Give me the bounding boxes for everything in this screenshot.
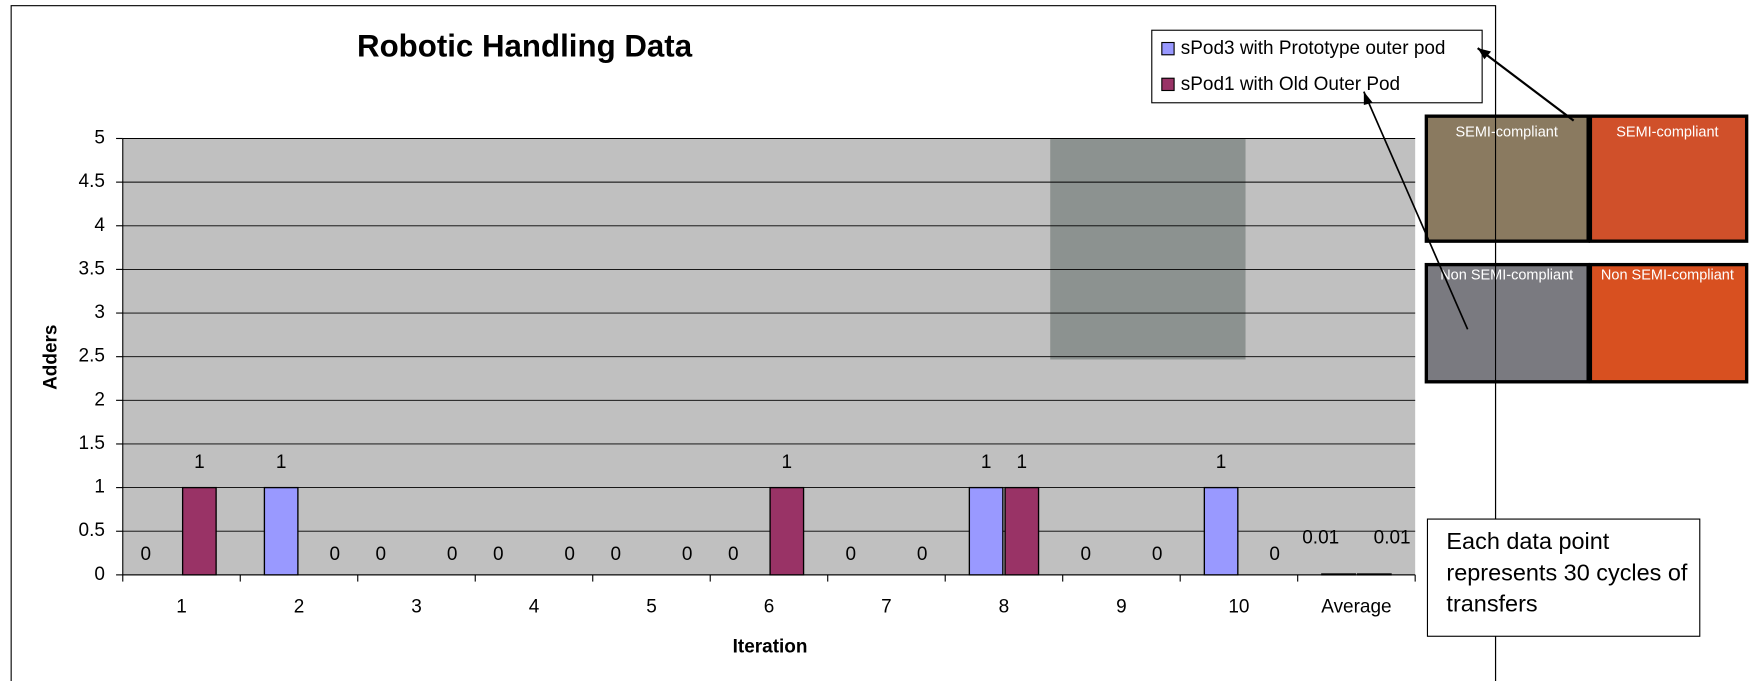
bar xyxy=(264,488,297,575)
legend-label: sPod3 with Prototype outer pod xyxy=(1181,38,1446,59)
data-label: 0.01 xyxy=(1302,527,1339,548)
x-tick-label: 1 xyxy=(176,596,187,617)
chart: Robotic Handling Data Iteration Adders s… xyxy=(0,0,1750,681)
data-label: 0 xyxy=(493,544,504,565)
bar xyxy=(1358,574,1391,575)
annotation: Each data point represents 30 cycles of … xyxy=(1440,527,1691,621)
data-label: 0 xyxy=(845,544,856,565)
photo xyxy=(1050,138,1245,359)
y-tick-label: 0 xyxy=(94,564,105,585)
legend-label: sPod1 with Old Outer Pod xyxy=(1181,74,1400,95)
y-tick-label: 4 xyxy=(94,215,105,236)
x-tick-label: 10 xyxy=(1228,596,1249,617)
y-tick-label: 5 xyxy=(94,128,105,149)
bar xyxy=(969,488,1002,575)
data-label: 1 xyxy=(194,452,205,473)
data-label: 1 xyxy=(782,452,793,473)
y-tick-label: 0.5 xyxy=(79,520,105,541)
bar xyxy=(1322,574,1355,575)
x-tick-label: Average xyxy=(1321,596,1391,617)
data-label: 0 xyxy=(141,544,152,565)
legend: sPod3 with Prototype outer pod sPod1 with… xyxy=(1152,30,1482,103)
data-label: 0 xyxy=(1152,544,1163,565)
x-tick-label: 4 xyxy=(529,596,540,617)
photo-label: SEMI-compliant xyxy=(1616,125,1718,141)
y-tick-label: 4.5 xyxy=(79,171,105,192)
legend-swatch xyxy=(1162,43,1174,55)
data-label: 0 xyxy=(610,544,621,565)
chart-title: Robotic Handling Data xyxy=(357,28,693,63)
data-label: 1 xyxy=(276,452,287,473)
data-label: 1 xyxy=(981,452,992,473)
x-tick-label: 3 xyxy=(411,596,422,617)
bar xyxy=(1204,488,1237,575)
data-label: 0 xyxy=(564,544,575,565)
x-tick-label: 9 xyxy=(1116,596,1127,617)
data-label: 0 xyxy=(447,544,458,565)
photo-label: Non SEMI-compliant xyxy=(1601,268,1734,284)
data-label: 0 xyxy=(728,544,739,565)
y-axis-label: Adders xyxy=(40,325,61,390)
y-tick-label: 1 xyxy=(94,477,105,498)
data-label: 0 xyxy=(376,544,387,565)
data-label: 0 xyxy=(1269,544,1280,565)
bar xyxy=(183,488,216,575)
y-tick-label: 3 xyxy=(94,302,105,323)
x-tick-label: 6 xyxy=(764,596,775,617)
data-label: 0 xyxy=(1080,544,1091,565)
y-tick-label: 3.5 xyxy=(79,258,105,279)
data-label: 0 xyxy=(329,544,340,565)
annotation-wrap: Each data point represents 30 cycles of … xyxy=(1440,527,1691,633)
data-label: 0 xyxy=(917,544,928,565)
x-tick-label: 8 xyxy=(999,596,1010,617)
y-tick-label: 2 xyxy=(94,389,105,410)
y-tick-label: 2.5 xyxy=(79,346,105,367)
y-tick-label: 1.5 xyxy=(79,433,105,454)
x-tick-label: 7 xyxy=(881,596,892,617)
bar xyxy=(1005,488,1038,575)
data-label: 1 xyxy=(1017,452,1028,473)
data-label: 0.01 xyxy=(1374,527,1411,548)
photo-label: SEMI-compliant xyxy=(1456,125,1558,141)
bar xyxy=(770,488,803,575)
x-tick-label: 2 xyxy=(294,596,305,617)
x-tick-label: 5 xyxy=(646,596,657,617)
data-label: 0 xyxy=(682,544,693,565)
photo-label: Non SEMI-compliant xyxy=(1440,268,1573,284)
legend-swatch xyxy=(1162,78,1174,90)
data-label: 1 xyxy=(1216,452,1227,473)
x-axis-label: Iteration xyxy=(733,636,808,657)
